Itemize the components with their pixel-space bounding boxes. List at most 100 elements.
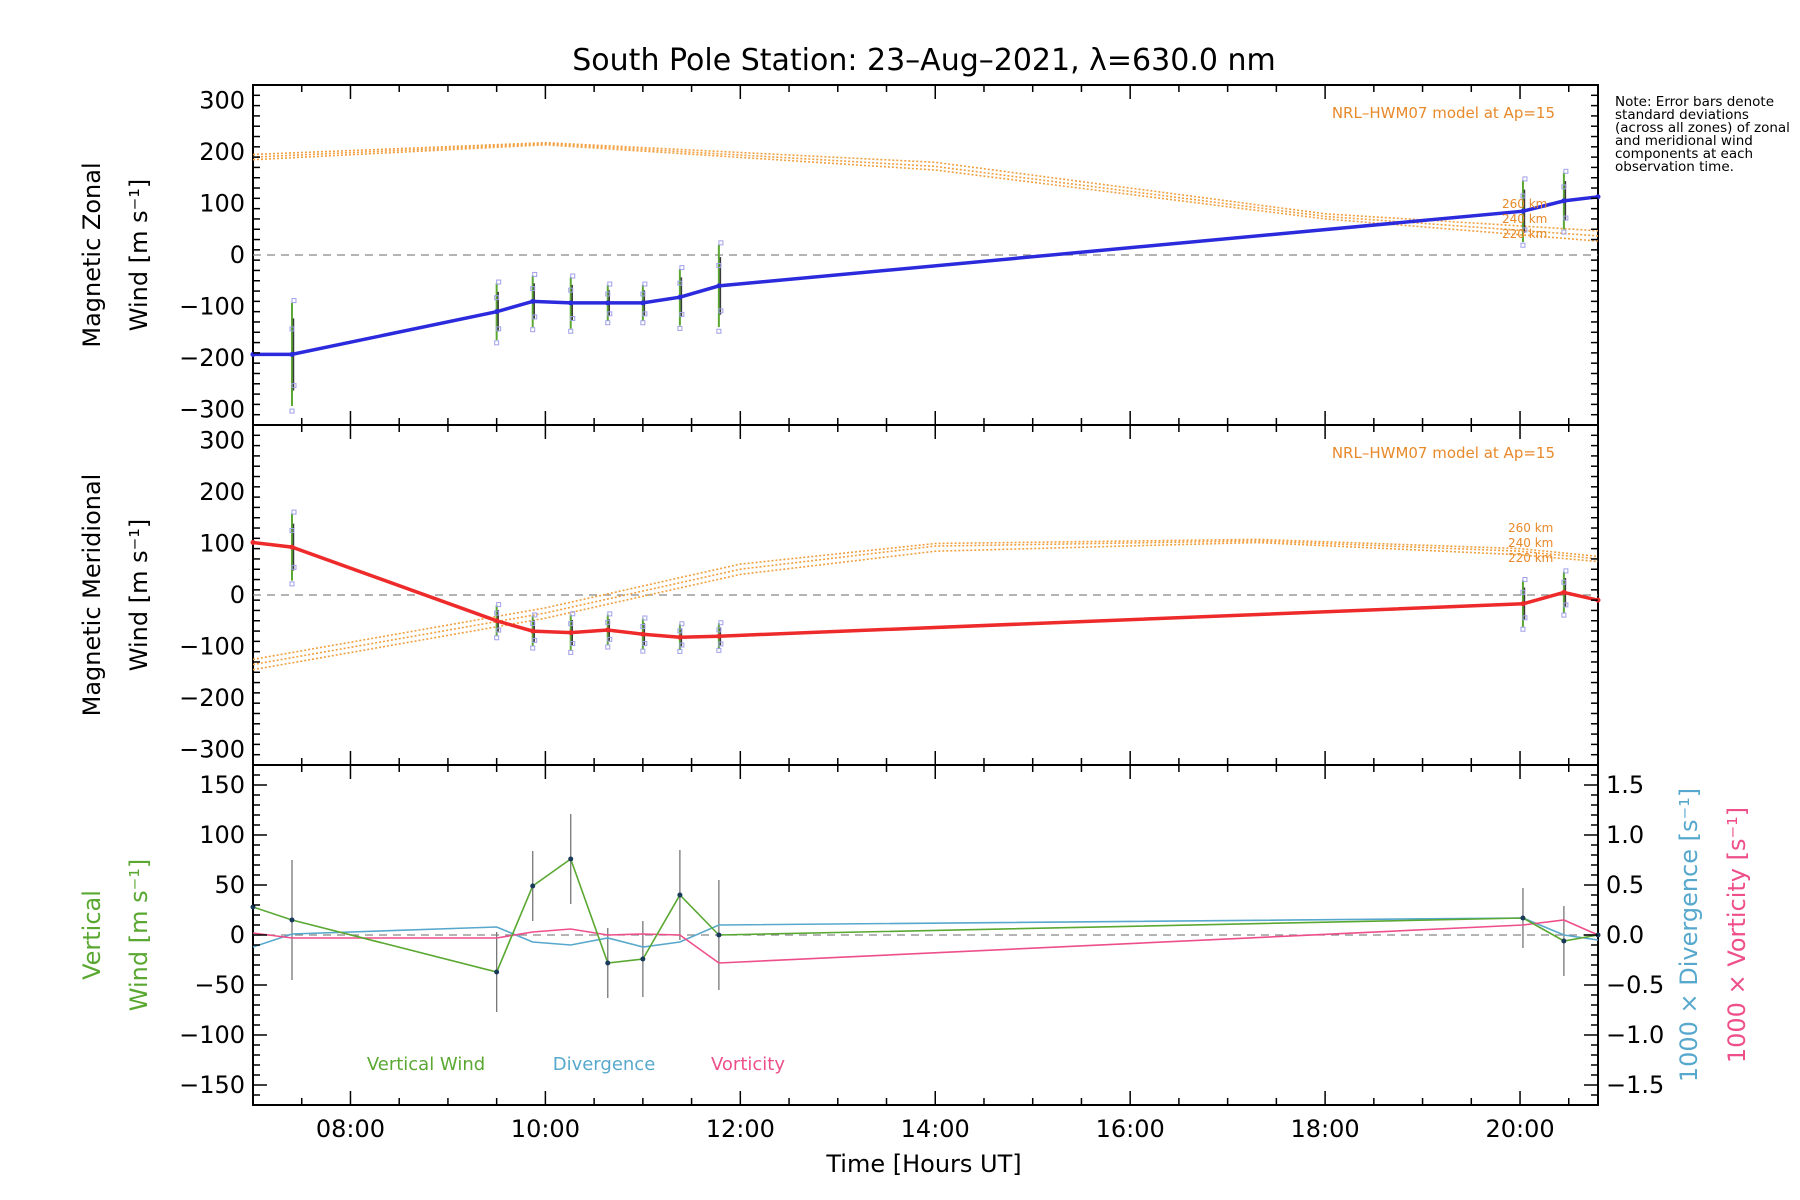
- meridional-zone-marker: [291, 564, 297, 570]
- zonal-zone-marker: [289, 408, 295, 414]
- vertical-y2tick-label: −1.0: [1606, 1021, 1664, 1049]
- x-axis-label: Time [Hours UT]: [825, 1150, 1021, 1178]
- meridional-ytick-label: −300: [179, 736, 245, 764]
- divergence-axis-label: 1000 × Divergence [s⁻¹]: [1675, 788, 1703, 1082]
- zonal-ytick-label: 200: [199, 138, 245, 166]
- vertical-panel: −150 −100 −50 0 50 100 150 −1.5 −1.0 −0.5 0.0 0.5 1.…: [78, 764, 1751, 1106]
- zonal-zone-marker: [640, 320, 646, 326]
- zonal-ylabel-line2: Wind [m s⁻¹]: [125, 179, 153, 331]
- zonal-zone-marker: [642, 281, 648, 287]
- vertical-ytick-label: 150: [199, 771, 245, 799]
- vertical-ytick-label: 50: [214, 871, 245, 899]
- zonal-zone-marker: [716, 328, 722, 334]
- zonal-ytick-label: 0: [230, 241, 245, 269]
- x-tick-label: 20:00: [1485, 1115, 1554, 1143]
- meridional-data-point: [605, 627, 611, 633]
- zonal-data-point: [677, 294, 683, 300]
- meridional-zone-marker: [1520, 626, 1526, 632]
- meridional-zone-marker: [640, 624, 646, 630]
- vertical-wind-point: [530, 883, 536, 889]
- x-tick-label: 16:00: [1096, 1115, 1165, 1143]
- zonal-ylabel-line1: Magnetic Zonal: [78, 162, 106, 347]
- meridional-zone-marker: [1522, 615, 1528, 621]
- meridional-zone-marker: [1520, 589, 1526, 595]
- vertical-ytick-label: −100: [179, 1021, 245, 1049]
- vertical-wind-point: [1561, 938, 1567, 944]
- meridional-data-point: [1561, 589, 1567, 595]
- meridional-data-point: [494, 618, 500, 624]
- zonal-zone-marker: [568, 328, 574, 334]
- vertical-wind-point: [716, 932, 722, 938]
- meridional-model-curve-240km: [252, 540, 1599, 666]
- vertical-wind-line: [252, 857, 1599, 973]
- vertical-y2tick-label: 0.5: [1606, 871, 1644, 899]
- zonal-data-point: [289, 351, 295, 357]
- zonal-zone-marker: [496, 279, 502, 285]
- meridional-zone-marker: [605, 619, 611, 625]
- zonal-zone-marker: [291, 298, 297, 304]
- meridional-ytick-label: 200: [199, 478, 245, 506]
- meridional-zone-marker: [496, 602, 502, 608]
- meridional-zone-marker: [679, 642, 685, 648]
- zonal-model-alt-240: 240 km: [1502, 212, 1547, 226]
- zonal-zone-marker: [607, 281, 613, 287]
- meridional-zone-marker: [716, 647, 722, 653]
- meridional-model-curve-260km: [252, 541, 1599, 671]
- meridional-model-alt-240: 240 km: [1508, 536, 1553, 550]
- zonal-zone-marker: [642, 311, 648, 317]
- vertical-wind-point: [1520, 915, 1526, 921]
- meridional-data-point: [1520, 601, 1526, 607]
- zonal-wind-line: [253, 195, 1599, 357]
- zonal-zone-marker: [532, 271, 538, 277]
- zonal-data-point: [530, 298, 536, 304]
- x-tick-label: 10:00: [511, 1115, 580, 1143]
- meridional-data-point: [250, 539, 256, 545]
- meridional-zone-marker: [607, 636, 613, 642]
- meridional-data-point: [289, 544, 295, 550]
- x-tick-label: 12:00: [706, 1115, 775, 1143]
- zonal-zone-marker: [530, 327, 536, 333]
- zonal-zone-marker: [568, 287, 574, 293]
- vertical-ytick-label: 0: [230, 921, 245, 949]
- meridional-zone-marker: [605, 644, 611, 650]
- vorticity-line: [252, 919, 1599, 964]
- meridional-zone-marker: [494, 635, 500, 641]
- meridional-data-point: [677, 634, 683, 640]
- vertical-y2tick-label: 1.5: [1606, 771, 1644, 799]
- meridional-data-point: [716, 633, 722, 639]
- meridional-zone-marker: [530, 620, 536, 626]
- zonal-zone-marker: [607, 311, 613, 317]
- zonal-zone-marker: [291, 383, 297, 389]
- zonal-zone-marker: [570, 315, 576, 321]
- zonal-ytick-label: 100: [199, 189, 245, 217]
- x-tick-label: 14:00: [901, 1115, 970, 1143]
- zonal-data-point: [605, 300, 611, 306]
- zonal-zone-marker: [494, 295, 500, 301]
- zonal-zone-marker: [716, 263, 722, 269]
- zonal-zone-marker: [570, 273, 576, 279]
- zonal-zone-marker: [1563, 168, 1569, 174]
- vertical-wind-point: [568, 856, 574, 862]
- meridional-ylabel-line2: Wind [m s⁻¹]: [125, 519, 153, 671]
- vertical-ylabel-line1: Vertical: [78, 890, 106, 980]
- zonal-zone-marker: [532, 314, 538, 320]
- legend-vertical-wind: Vertical Wind: [367, 1054, 485, 1075]
- legend-vorticity: Vorticity: [711, 1054, 785, 1075]
- zonal-zone-marker: [1520, 193, 1526, 199]
- zonal-ytick-label: −100: [179, 293, 245, 321]
- zonal-data-point: [640, 300, 646, 306]
- zonal-zone-marker: [1522, 227, 1528, 233]
- vorticity-axis-label: 1000 × Vorticity [s⁻¹]: [1723, 807, 1751, 1063]
- vertical-y2tick-label: −0.5: [1606, 971, 1664, 999]
- zonal-zone-marker: [718, 308, 724, 314]
- vertical-wind-point: [677, 892, 683, 898]
- zonal-model-alt-220: 220 km: [1502, 227, 1547, 241]
- meridional-zone-marker: [607, 611, 613, 617]
- meridional-model-alt-260: 260 km: [1508, 521, 1553, 535]
- vertical-ylabel-line2: Wind [m s⁻¹]: [125, 859, 153, 1011]
- zonal-zone-marker: [1563, 215, 1569, 221]
- divergence-line: [252, 917, 1599, 948]
- zonal-data-point: [1520, 208, 1526, 214]
- zonal-zone-marker: [679, 265, 685, 271]
